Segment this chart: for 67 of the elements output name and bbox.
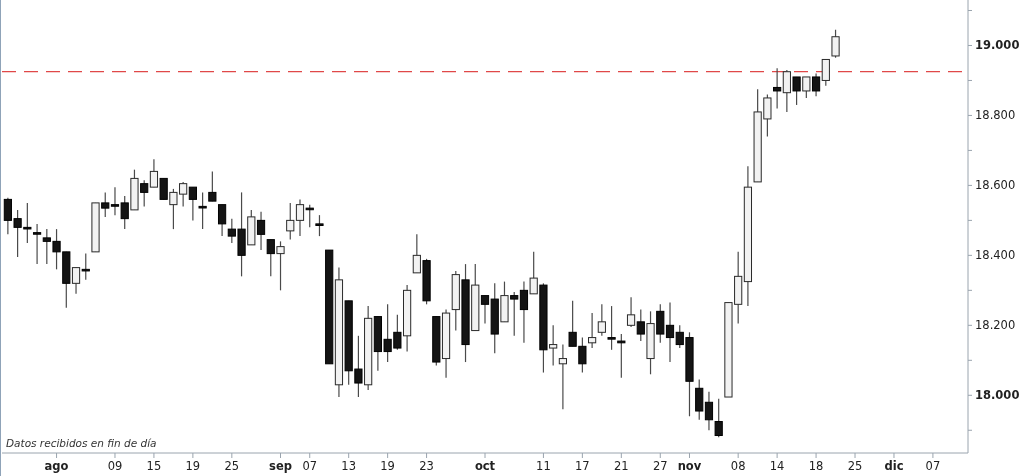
candlestick [149, 158, 159, 188]
x-tick-label: 17 [575, 459, 590, 473]
candlestick [32, 223, 42, 265]
y-tick-label: 18.400 [975, 248, 1016, 263]
x-tick-label: 25 [224, 459, 240, 473]
x-tick-label: 07 [302, 459, 318, 473]
candlestick [821, 58, 830, 87]
candlestick [266, 239, 275, 277]
x-tick-label: 27 [652, 459, 668, 473]
x-tick-label: 11 [536, 459, 551, 473]
x-tick-label: 13 [341, 459, 356, 473]
candlestick [802, 76, 811, 99]
x-tick-label: 23 [419, 459, 434, 473]
x-tick-label: 25 [847, 459, 863, 473]
candlestick [558, 343, 567, 410]
x-tick-label: 19 [380, 459, 395, 473]
annotation: Datos recibidos en fin de día [6, 437, 157, 449]
candlestick [412, 233, 421, 274]
candlestick [831, 29, 840, 59]
candlestick [636, 308, 645, 342]
x-tick-label: 15 [146, 459, 162, 473]
candlestick [626, 296, 636, 328]
y-tick-label: 18.600 [975, 178, 1016, 193]
x-tick-label: oct [474, 459, 496, 473]
y-tick-label: 18.800 [975, 108, 1016, 123]
candlestick [597, 303, 606, 337]
x-tick-label: sep [269, 459, 292, 473]
candlestick [704, 391, 714, 431]
x-tick-label: 08 [730, 459, 746, 473]
candlestick [549, 324, 558, 367]
candlestick [607, 305, 616, 351]
candlestick [315, 214, 324, 237]
candlestick [276, 240, 285, 291]
y-tick-label: 18.000 [975, 388, 1020, 403]
x-tick-label: ago [44, 459, 69, 473]
candlestick [714, 398, 723, 438]
x-tick-label: 21 [614, 459, 629, 473]
candlestick [510, 291, 519, 337]
x-tick-label: dic [884, 459, 904, 473]
candlestick [773, 67, 782, 110]
candlestick [588, 312, 597, 349]
candlestick [256, 211, 266, 251]
candlestick [208, 170, 217, 202]
candlestick [519, 280, 529, 344]
candlestick [782, 69, 791, 113]
candlestick [792, 76, 801, 106]
candlestick [305, 204, 314, 228]
x-tick-label: 09 [107, 459, 123, 473]
x-tick-label: 07 [925, 459, 941, 473]
x-tick-label: nov [677, 459, 702, 473]
x-tick-label: 14 [769, 459, 785, 473]
candlestick [617, 333, 626, 379]
candlestick [71, 267, 81, 295]
candlestick [529, 251, 538, 295]
candlestick [695, 378, 704, 421]
y-tick-label: 19.000 [975, 38, 1020, 53]
y-tick-label: 18.200 [975, 318, 1016, 333]
candlestick [140, 179, 149, 207]
candlestick [81, 253, 90, 281]
x-tick-label: 19 [185, 459, 201, 473]
candlestick [101, 191, 110, 218]
candlestick [159, 177, 168, 200]
candlestick [198, 191, 207, 230]
candlestick [811, 72, 821, 97]
x-tick-label: 18 [808, 459, 824, 473]
candlestick [188, 186, 197, 221]
candlestick [217, 204, 227, 237]
